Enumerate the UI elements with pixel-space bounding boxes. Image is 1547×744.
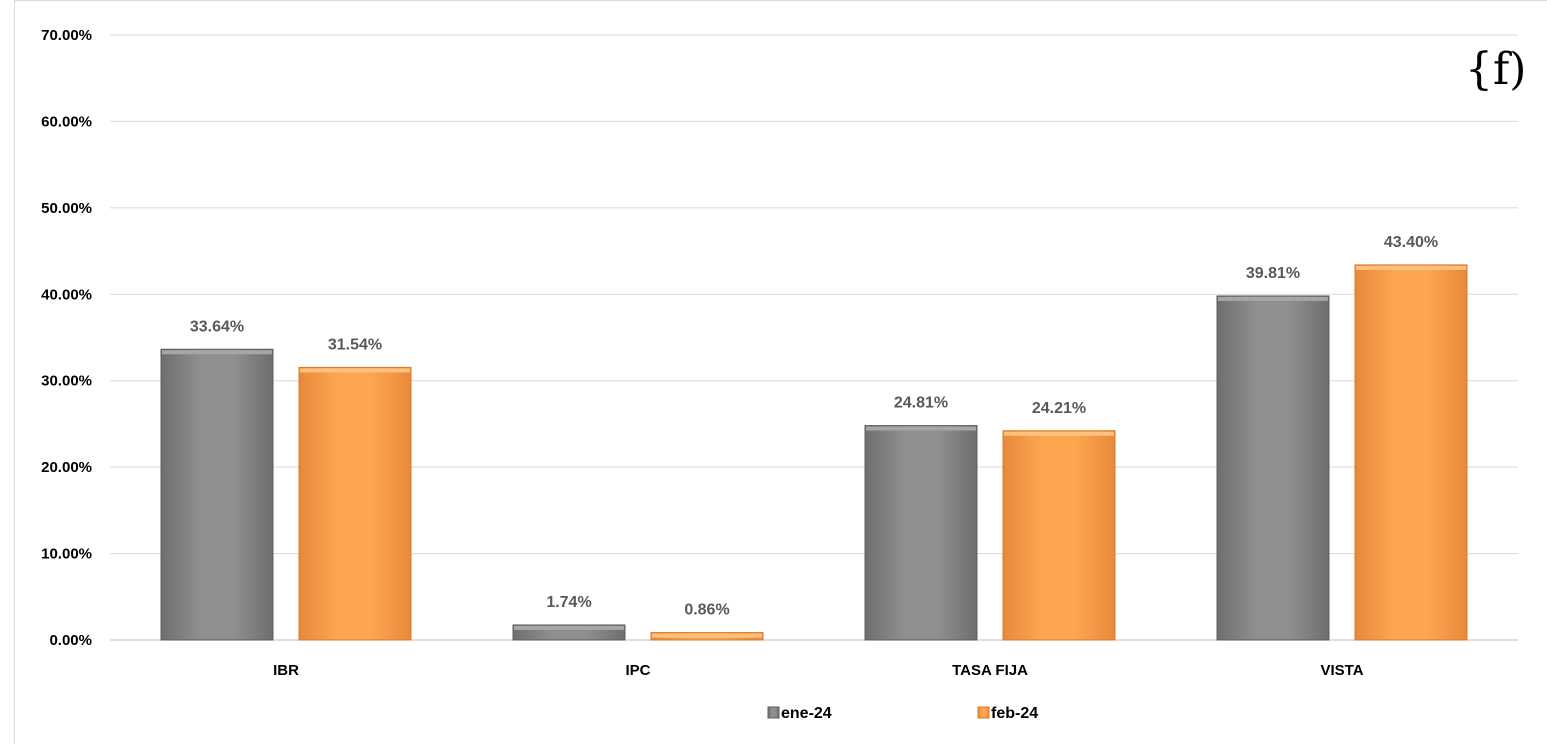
data-label: 24.21% <box>1032 400 1086 417</box>
logo-f-icon: {f) <box>1465 44 1526 95</box>
data-labels: 33.64% 31.54% 1.74% 0.86% 24.81% 24.21% 39.81%… <box>190 234 1438 619</box>
category-label: TASA FIJA <box>952 662 1028 679</box>
bar-bevel <box>514 625 624 630</box>
data-label: 39.81% <box>1246 265 1300 282</box>
bar-ene-24-vista <box>1216 295 1330 641</box>
legend-swatch <box>977 706 990 719</box>
bars <box>160 264 1468 641</box>
x-axis-categories: IBR IPC TASA FIJA VISTA <box>273 662 1364 679</box>
y-tick-label: 30.00% <box>41 373 92 390</box>
y-tick-label: 50.00% <box>41 200 92 217</box>
category-label: VISTA <box>1320 662 1363 679</box>
y-tick-label: 10.00% <box>41 546 92 563</box>
bar-bevel <box>162 350 272 355</box>
category-label: IPC <box>625 662 650 679</box>
legend-label: ene-24 <box>781 705 832 722</box>
bar-bevel <box>1218 296 1328 301</box>
bar-bevel <box>1356 265 1466 270</box>
category-label: IBR <box>273 662 299 679</box>
bar-feb-24-ibr <box>298 366 412 641</box>
y-tick-label: 60.00% <box>41 113 92 130</box>
chart-frame <box>14 0 1547 744</box>
bar-ene-24-ibr <box>160 348 274 641</box>
y-tick-label: 20.00% <box>41 459 92 476</box>
legend-label: feb-24 <box>991 705 1038 722</box>
data-label: 0.86% <box>684 602 729 619</box>
y-tick-label: 0.00% <box>49 632 92 649</box>
bar-bevel <box>300 368 410 373</box>
bar-ene-24-tasa-fija <box>864 425 978 641</box>
bar-bevel <box>1004 431 1114 436</box>
data-label: 31.54% <box>328 336 382 353</box>
y-tick-label: 70.00% <box>41 27 92 44</box>
bar-feb-24-vista <box>1354 264 1468 641</box>
y-axis-ticks: 0.00% 10.00% 20.00% 30.00% 40.00% 50.00% 60.00… <box>41 27 92 649</box>
bar-bevel <box>866 426 976 431</box>
data-label: 43.40% <box>1384 234 1438 251</box>
bar-bevel <box>652 633 762 638</box>
data-label: 33.64% <box>190 318 244 335</box>
legend: ene-24 feb-24 <box>767 705 1038 722</box>
bar-feb-24-tasa-fija <box>1002 430 1116 641</box>
y-tick-label: 40.00% <box>41 286 92 303</box>
legend-swatch <box>767 706 780 719</box>
data-label: 1.74% <box>546 594 591 611</box>
data-label: 24.81% <box>894 395 948 412</box>
